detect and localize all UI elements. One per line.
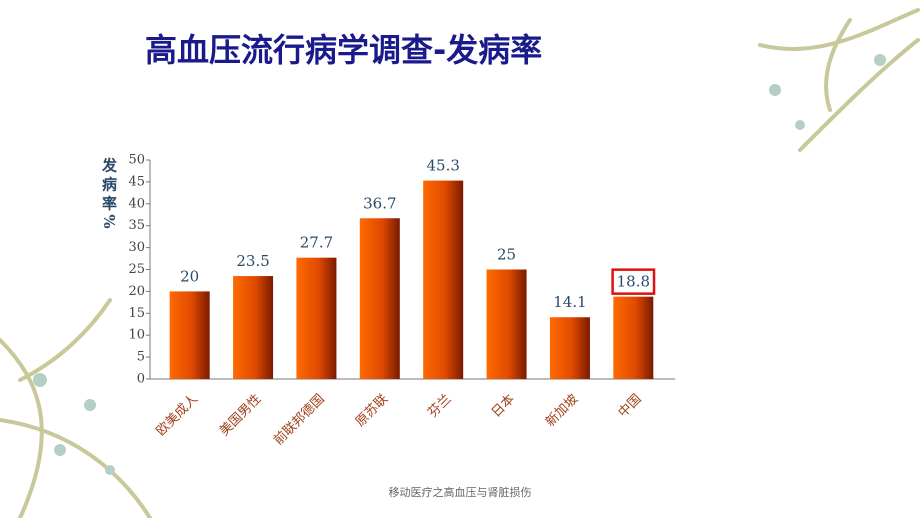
decoration-dots xyxy=(33,54,886,475)
y-tick-label: 10 xyxy=(128,328,145,343)
y-tick-label: 50 xyxy=(128,153,145,168)
value-label: 23.5 xyxy=(236,252,269,270)
y-tick-label: 5 xyxy=(137,350,145,365)
value-label: 25 xyxy=(497,246,516,264)
y-tick-label: 20 xyxy=(128,284,145,299)
value-label: 20 xyxy=(180,267,199,285)
y-tick-label: 30 xyxy=(128,240,145,255)
highlight-box xyxy=(611,268,656,295)
y-tick-label: 35 xyxy=(128,218,145,233)
value-label: 18.8 xyxy=(617,273,650,291)
bar xyxy=(486,269,527,379)
footer: 移动医疗之高血压与肾脏损伤 xyxy=(389,485,532,499)
value-label: 14.1 xyxy=(553,293,586,311)
bar xyxy=(169,291,210,379)
chart-title: 高血压流行病学调查-发病率 xyxy=(145,31,542,69)
y-tick-label: 15 xyxy=(128,306,145,321)
y-axis-label: 发病率% xyxy=(100,157,118,233)
value-label: 36.7 xyxy=(363,194,396,212)
bar xyxy=(359,218,400,379)
bar xyxy=(233,276,274,379)
bar xyxy=(613,296,654,379)
decoration xyxy=(0,8,920,518)
y-tick-label: 45 xyxy=(128,174,145,189)
y-tick-label: 0 xyxy=(137,372,145,387)
value-label: 45.3 xyxy=(426,157,459,175)
y-tick-label: 40 xyxy=(128,196,145,211)
bar xyxy=(296,257,337,379)
y-tick-label: 25 xyxy=(128,262,145,277)
bar xyxy=(423,180,464,379)
value-label: 27.7 xyxy=(300,234,333,252)
bar xyxy=(549,317,590,379)
